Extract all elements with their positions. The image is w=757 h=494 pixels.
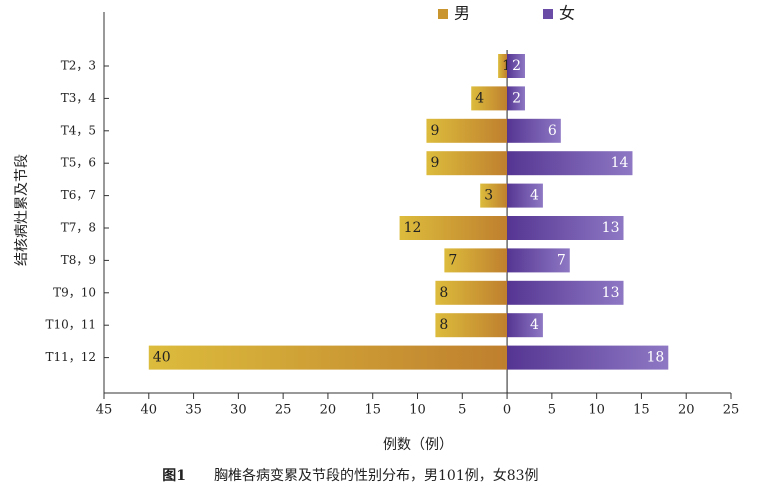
bar	[435, 313, 508, 338]
value-label: 3	[484, 188, 493, 204]
value-label: 18	[646, 350, 664, 366]
x-axis-label: 例数（例）	[383, 437, 453, 453]
value-label: 8	[439, 317, 448, 333]
y-axis-label: 结核病灶累及节段	[14, 154, 30, 266]
y-tick-label: T10，11	[45, 318, 96, 332]
bar	[435, 280, 508, 305]
legend-label: 男	[454, 4, 470, 23]
value-label: 9	[430, 155, 439, 171]
y-tick-label: T9，10	[53, 285, 96, 299]
value-label: 6	[548, 123, 557, 139]
y-tick-label: T11，12	[45, 350, 96, 364]
bar	[444, 248, 508, 273]
x-tick-label: 20	[320, 403, 337, 418]
value-label: 14	[611, 155, 629, 171]
caption-label: 图1	[162, 468, 186, 484]
bar	[507, 313, 543, 338]
x-tick-label: 25	[723, 403, 740, 418]
value-label: 4	[530, 317, 539, 333]
x-tick-label: 5	[548, 403, 556, 418]
x-tick-label: 20	[678, 403, 695, 418]
value-label: 2	[512, 58, 521, 74]
legend-swatch	[543, 9, 553, 19]
bar	[507, 118, 561, 143]
bar	[148, 345, 508, 370]
bar	[480, 183, 508, 208]
y-tick-label: T3，4	[61, 91, 97, 105]
value-label: 7	[448, 252, 457, 268]
value-label: 9	[430, 123, 439, 139]
caption: 胸椎各病变累及节段的性别分布，男101例，女83例	[214, 467, 539, 484]
y-tick-label: T4，5	[61, 123, 96, 137]
x-tick-label: 30	[230, 403, 247, 418]
x-tick-label: 25	[275, 403, 292, 418]
value-label: 1	[502, 58, 511, 74]
value-label: 7	[557, 252, 566, 268]
value-label: 8	[439, 285, 448, 301]
bar	[507, 248, 570, 273]
x-tick-label: 10	[409, 403, 426, 418]
bar	[498, 54, 508, 78]
value-label: 12	[404, 220, 422, 236]
y-tick-label: T6，7	[61, 188, 96, 202]
value-label: 40	[153, 350, 171, 366]
bar	[507, 183, 543, 208]
x-tick-label: 35	[185, 403, 202, 418]
bar	[507, 54, 525, 78]
bar	[399, 216, 508, 240]
value-label: 4	[475, 90, 484, 106]
x-tick-label: 5	[458, 403, 466, 418]
bar	[471, 86, 508, 111]
legend-swatch	[438, 9, 448, 19]
x-tick-label: 15	[364, 403, 381, 418]
x-tick-label: 15	[633, 403, 650, 418]
value-label: 13	[602, 285, 620, 301]
y-tick-label: T5，6	[61, 156, 96, 170]
x-tick-label: 0	[503, 403, 511, 418]
y-tick-label: T8，9	[61, 253, 96, 267]
x-tick-label: 40	[141, 403, 158, 418]
bar	[426, 118, 508, 143]
value-label: 2	[512, 90, 521, 106]
bar	[507, 216, 624, 240]
bar	[507, 151, 633, 176]
value-label: 13	[602, 220, 620, 236]
y-tick-label: T2，3	[61, 59, 96, 73]
bar	[507, 345, 669, 370]
bar	[507, 280, 624, 305]
x-tick-label: 45	[96, 403, 113, 418]
value-label: 4	[530, 188, 539, 204]
y-tick-label: T7，8	[61, 221, 96, 235]
bar	[507, 86, 525, 111]
legend-label: 女	[559, 4, 575, 23]
x-tick-label: 10	[588, 403, 605, 418]
bar	[426, 151, 508, 176]
